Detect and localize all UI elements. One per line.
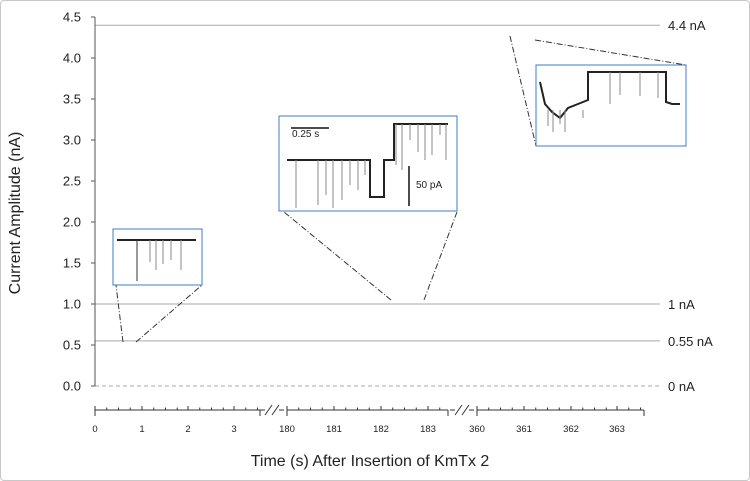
reference-label: 1 nA: [668, 297, 695, 312]
y-tick-label: 4.0: [63, 51, 81, 66]
y-tick-label: 2.5: [63, 174, 81, 189]
y-tick-label: 1.5: [63, 256, 81, 271]
inset-connector-line: [115, 284, 124, 343]
reference-lines: 4.4 nA 1 nA 0.55 nA 0 nA: [95, 18, 713, 394]
x-tick-label: 363: [609, 424, 625, 435]
inset-trace: [539, 71, 680, 120]
inset-connector-line: [135, 284, 203, 343]
axis-break-mark: [264, 404, 273, 416]
x-tick-label: 182: [373, 424, 389, 435]
y-axis: 0.0 0.5 1.0 1.5 2.0 2.5 3.0 3.5 4.0 4.5: [63, 10, 96, 394]
x-tick-label: 181: [326, 424, 342, 435]
y-tick-label: 0.5: [63, 338, 81, 353]
reference-label: 0.55 nA: [668, 334, 713, 349]
inset-connector-line: [283, 211, 392, 301]
inset-connectors: [115, 35, 687, 343]
zoom-inset-box: [278, 115, 458, 212]
x-tick-label: 362: [563, 424, 579, 435]
x-tick-label: 3: [231, 424, 236, 435]
axis-break-mark: [461, 404, 470, 416]
y-tick-label: 4.5: [63, 10, 81, 25]
x-axis-title: Time (s) After Insertion of KmTx 2: [251, 453, 490, 470]
axis-break-mark: [271, 404, 280, 416]
x-axis: 0 1 2 3 180 181 182 183 360 361 362 363: [92, 404, 645, 435]
y-axis-title: Current Amplitude (nA): [7, 132, 24, 295]
zoom-inset-box: [535, 64, 687, 147]
x-tick-label: 360: [469, 424, 485, 435]
y-tick-label: 2.0: [63, 215, 81, 230]
inset-connector-line: [423, 211, 458, 301]
inset-connector-line: [509, 35, 537, 147]
y-tick-label: 3.5: [63, 92, 81, 107]
inset-time-scale-label: 0.25 s: [292, 129, 319, 140]
y-tick-label: 0.0: [63, 379, 81, 394]
inset-current-scale-label: 50 pA: [416, 180, 442, 191]
x-tick-label: 1: [139, 424, 144, 435]
y-tick-label: 3.0: [63, 133, 81, 148]
x-tick-label: 183: [420, 424, 436, 435]
x-tick-label: 0: [92, 424, 97, 435]
insets: [112, 64, 687, 286]
inset-connector-line: [534, 39, 687, 66]
x-tick-label: 2: [185, 424, 190, 435]
axis-break-mark: [454, 404, 463, 416]
x-tick-label: 180: [279, 424, 295, 435]
reference-label: 4.4 nA: [668, 18, 706, 33]
x-tick-label: 361: [516, 424, 532, 435]
reference-label: 0 nA: [668, 379, 695, 394]
zoom-inset-box: [112, 228, 203, 286]
inset-trace: [287, 123, 448, 198]
y-tick-label: 1.0: [63, 297, 81, 312]
